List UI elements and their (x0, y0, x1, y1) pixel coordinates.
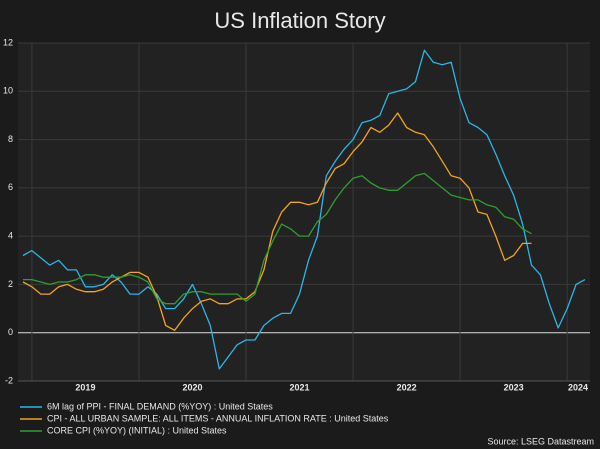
y-tick-label: 0 (8, 327, 13, 337)
x-tick-label: 2023 (504, 382, 524, 392)
legend-label: CORE CPI (%YOY) (INITIAL) : United State… (47, 425, 227, 435)
legend-label: 6M lag of PPI - FINAL DEMAND (%YOY) : Un… (47, 401, 273, 411)
legend-label: CPI - ALL URBAN SAMPLE: ALL ITEMS - ANNU… (47, 413, 389, 423)
x-tick-label: 2021 (290, 382, 310, 392)
y-tick-label: -2 (5, 375, 13, 385)
plot-area (18, 43, 590, 381)
chart-title: US Inflation Story (214, 8, 385, 33)
source: Source: LSEG Datastream (487, 436, 594, 446)
y-tick-label: 6 (8, 182, 13, 192)
x-tick-label: 2019 (75, 382, 95, 392)
y-tick-label: 2 (8, 279, 13, 289)
y-tick-label: 12 (3, 37, 13, 47)
series-line (22, 49, 586, 370)
series-line (22, 112, 532, 331)
y-tick-label: 10 (3, 86, 13, 96)
y-tick-label: 4 (8, 231, 13, 241)
y-tick-label: 8 (8, 134, 13, 144)
series-line (23, 172, 532, 305)
x-tick-label: 2024 (568, 382, 588, 392)
x-tick-label: 2022 (397, 382, 417, 392)
x-tick-label: 2020 (182, 382, 202, 392)
